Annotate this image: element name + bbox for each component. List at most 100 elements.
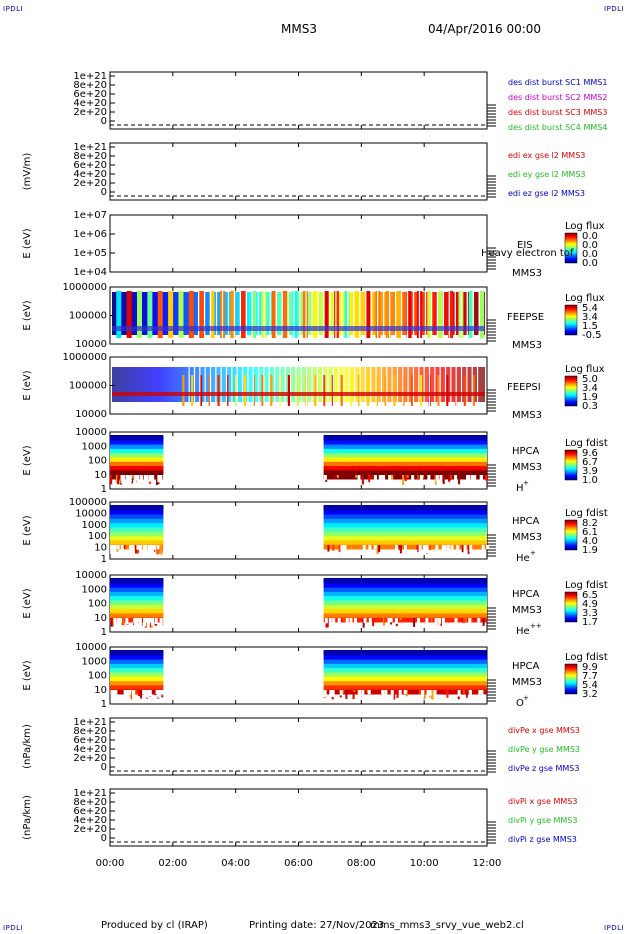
hpca-speckle <box>467 545 470 554</box>
feepsi-gap <box>236 361 238 408</box>
feepse-gap <box>406 291 409 338</box>
feepsi-gap <box>273 361 276 408</box>
colorbar <box>564 663 578 695</box>
feepse-column <box>479 291 485 338</box>
hpca-band <box>110 676 164 682</box>
species-label: H <box>516 483 524 494</box>
feepsi-gap <box>252 361 254 408</box>
hpca-speckle <box>448 475 451 481</box>
hpca-gap <box>373 545 377 550</box>
feepse-gap <box>454 291 456 338</box>
hpca-band <box>323 583 487 589</box>
feepsi-gap <box>225 361 228 408</box>
hpca-band <box>110 510 164 516</box>
feepsi-column <box>419 375 422 406</box>
hpca-speckle <box>440 618 443 625</box>
hpca-gap <box>111 545 115 551</box>
colorbar-tick: 6.1 <box>582 527 598 538</box>
hpca-gap <box>479 475 483 484</box>
hpca-gap <box>384 690 388 700</box>
feepsi-gap <box>284 361 286 408</box>
panel-ylabel: (nPa/km) <box>22 724 33 769</box>
hpca-gap <box>150 475 154 480</box>
hpca-band <box>110 523 164 528</box>
hpca-band <box>323 668 487 673</box>
legend-entry: divPi z gse MMS3 <box>508 835 577 844</box>
feepse-gap <box>472 291 474 338</box>
hpca-gap <box>388 475 392 481</box>
feepse-gap <box>257 291 259 338</box>
hpca-gap <box>142 545 146 555</box>
feepse-gap <box>275 291 277 338</box>
colorbar-tick: 5.4 <box>582 303 598 314</box>
instrument-label: HPCA <box>512 661 540 672</box>
feepse-column <box>365 291 371 338</box>
ytick-label: 2e+20 <box>73 753 107 764</box>
hpca-gap <box>131 545 135 555</box>
legend-entry: divPe z gse MMS3 <box>508 764 579 773</box>
feepse-gap <box>335 291 337 338</box>
ytick-label: 6e+20 <box>73 806 107 817</box>
feepse-column <box>137 291 143 338</box>
ytick-label: 8e+20 <box>73 797 107 808</box>
colorbar-title: Log fdist <box>565 652 608 663</box>
hpca-speckle <box>441 475 444 483</box>
hpca-gap <box>357 475 361 481</box>
hpca-speckle <box>431 690 434 700</box>
hpca-speckle <box>368 475 371 483</box>
hpca-speckle <box>333 475 336 479</box>
ytick-label: 10 <box>94 685 107 696</box>
feepse-gap <box>377 291 379 338</box>
feepsi-gap <box>396 361 399 408</box>
panel-ylabel: E (eV) <box>22 660 33 690</box>
feepse-column <box>147 291 153 338</box>
ytick-label: 1e+21 <box>73 142 107 153</box>
feepse-gap <box>317 291 319 338</box>
feepse-gap <box>293 291 295 338</box>
feepsi-column <box>296 375 299 406</box>
feepse-gap <box>371 291 373 338</box>
hpca-band <box>323 596 487 601</box>
ytick-label: 1e+07 <box>73 210 107 221</box>
panel-ylabel: E (eV) <box>22 370 33 400</box>
corner-label-top-right: IPDLI <box>604 5 625 13</box>
ytick-label: 2e+20 <box>73 107 107 118</box>
legend-entry: des dist burst SC2 MMS2 <box>508 93 607 102</box>
hpca-speckle <box>110 475 113 485</box>
hpca-speckle <box>123 545 126 549</box>
colorbar-tick: 0.3 <box>582 401 598 412</box>
feepsi-gap <box>193 361 196 408</box>
hpca-speckle <box>110 618 113 621</box>
feepsi-gap <box>391 361 393 408</box>
ytick-label: 1000 <box>82 441 107 452</box>
hpca-gap <box>162 690 166 696</box>
colorbar <box>564 232 578 264</box>
hpca-speckle <box>423 690 426 699</box>
panel-4: E (eV) 1000000 100000 10000 Log flux5.43.41.… <box>22 282 605 351</box>
colorbar <box>564 449 578 481</box>
ytick-label: 6e+20 <box>73 89 107 100</box>
feepse-gap <box>269 291 271 338</box>
plot-title: MMS3 <box>281 22 317 36</box>
feepse-gap <box>383 291 385 338</box>
hpca-speckle <box>485 475 488 481</box>
hpca-speckle <box>399 618 402 621</box>
feepsi-gap <box>375 361 377 408</box>
hpca-speckle <box>405 690 408 697</box>
feepsi-column <box>384 375 387 406</box>
hpca-speckle <box>433 475 436 479</box>
feepsi-column <box>366 375 370 406</box>
hpca-gap <box>131 690 135 700</box>
feepse-gap <box>347 291 349 338</box>
ytick-label: 0 <box>101 762 107 773</box>
feepsi-gap <box>263 361 265 408</box>
feepse-gap <box>436 291 439 338</box>
ytick-label: 1 <box>101 554 107 565</box>
hpca-gap <box>116 545 120 550</box>
ytick-label: 1e+21 <box>73 717 107 728</box>
hpca-gap <box>435 475 439 482</box>
ytick-label: 100 <box>88 599 107 610</box>
feepsi-column <box>472 375 475 406</box>
